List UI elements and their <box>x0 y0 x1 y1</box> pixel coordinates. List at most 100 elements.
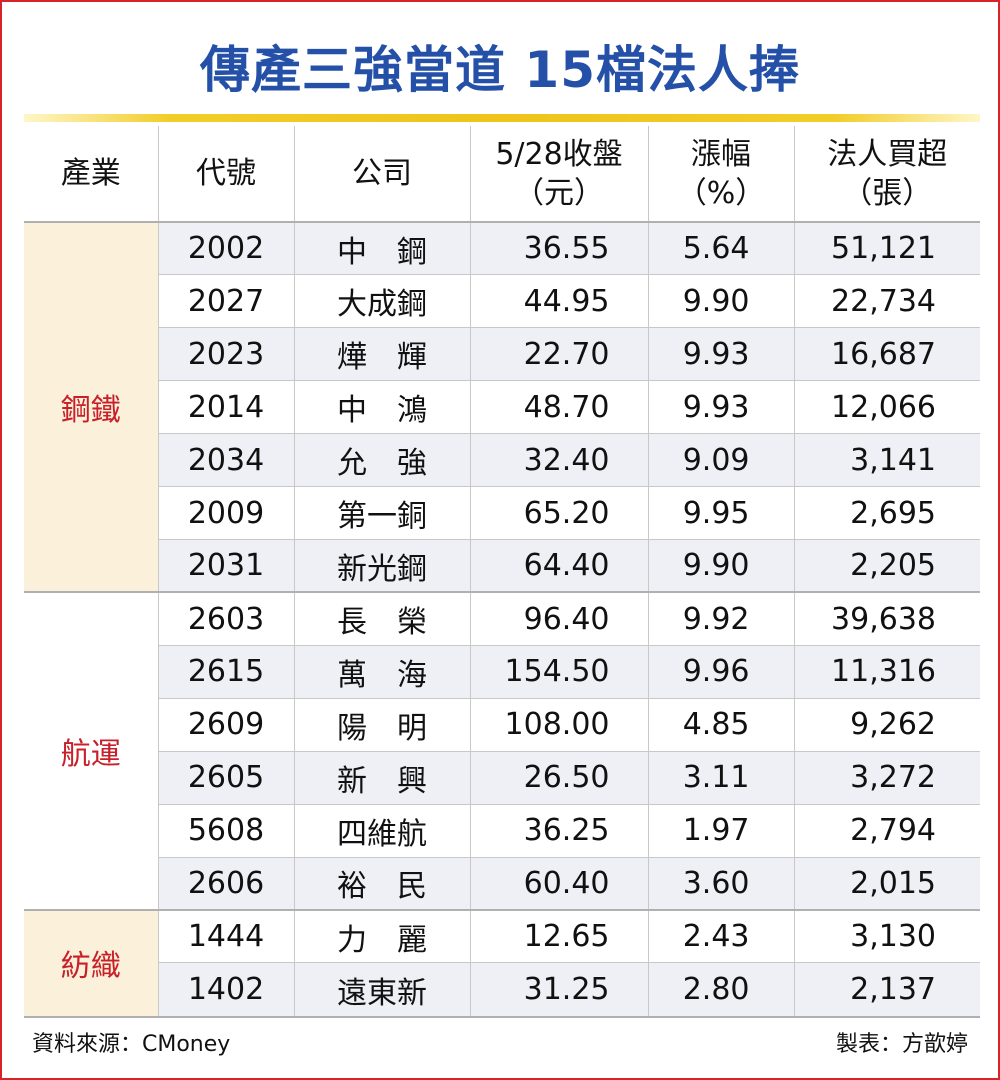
net-buy: 3,272 <box>793 750 980 805</box>
company-name: 力 麗 <box>293 908 470 963</box>
header-change-line1: 漲幅 <box>691 136 751 172</box>
change-pct: 9.09 <box>647 433 794 487</box>
credit-note: 製表：方歆婷 <box>835 1032 968 1057</box>
company-name: 四維航 <box>293 803 470 858</box>
table-row: 航運 2603 長 榮 96.40 9.92 39,638 <box>24 591 980 910</box>
header-change-pct: 漲幅 （%） <box>647 126 794 222</box>
close-price: 36.25 <box>469 803 648 858</box>
stock-code: 2615 <box>157 644 294 699</box>
stock-code: 2027 <box>157 274 294 328</box>
company-name: 第一銅 <box>293 486 470 540</box>
company-name: 遠東新 <box>293 962 470 1016</box>
net-buy: 39,638 <box>793 591 980 646</box>
close-price: 26.50 <box>469 750 648 805</box>
header-buy-line2: （張） <box>842 175 933 211</box>
stock-code: 2605 <box>157 750 294 805</box>
change-pct: 4.85 <box>647 697 794 752</box>
change-pct: 9.93 <box>647 327 794 381</box>
close-price: 64.40 <box>469 539 648 593</box>
table-row: 2034 允 強 32.40 9.09 3,141 <box>24 433 980 487</box>
net-buy: 51,121 <box>793 221 980 275</box>
net-buy: 22,734 <box>793 274 980 328</box>
table-row: 紡織 1444 力 麗 12.65 2.43 3,130 <box>24 908 980 1016</box>
change-pct: 3.11 <box>647 750 794 805</box>
stock-code: 5608 <box>157 803 294 858</box>
company-name: 裕 民 <box>293 856 470 910</box>
net-buy: 2,015 <box>793 856 980 910</box>
stock-code: 2606 <box>157 856 294 910</box>
industry-label: 航運 <box>24 591 158 910</box>
change-pct: 9.90 <box>647 539 794 593</box>
company-name: 新光鋼 <box>293 539 470 593</box>
page-title: 傳產三強當道 15檔法人捧 <box>200 41 800 99</box>
table-body: 鋼鐵 2002 中 鋼 36.55 5.64 51,121 2027 大成鋼 44.95 9.90… <box>24 220 980 1016</box>
close-price: 65.20 <box>469 486 648 540</box>
net-buy: 2,695 <box>793 486 980 540</box>
company-name: 允 強 <box>293 433 470 487</box>
company-name: 中 鴻 <box>293 380 470 434</box>
net-buy: 16,687 <box>793 327 980 381</box>
stock-code: 2609 <box>157 697 294 752</box>
industry-label: 鋼鐵 <box>24 220 158 593</box>
close-price: 60.40 <box>469 856 648 910</box>
close-price: 22.70 <box>469 327 648 381</box>
stock-code: 2603 <box>157 591 294 646</box>
stock-code: 2009 <box>157 486 294 540</box>
stock-code: 2014 <box>157 380 294 434</box>
header-industry: 產業 <box>24 126 158 222</box>
table-row: 鋼鐵 2002 中 鋼 36.55 5.64 51,121 <box>24 220 980 593</box>
close-price: 31.25 <box>469 962 648 1016</box>
table-row: 2009 第一銅 65.20 9.95 2,695 <box>24 486 980 540</box>
net-buy: 3,141 <box>793 433 980 487</box>
change-pct: 5.64 <box>647 221 794 275</box>
close-price: 44.95 <box>469 274 648 328</box>
net-buy: 2,137 <box>793 962 980 1016</box>
table-row: 2031 新光鋼 64.40 9.90 2,205 <box>24 539 980 593</box>
change-pct: 9.95 <box>647 486 794 540</box>
change-pct: 2.43 <box>647 908 794 963</box>
company-name: 中 鋼 <box>293 221 470 275</box>
net-buy: 2,205 <box>793 539 980 593</box>
change-pct: 2.80 <box>647 962 794 1016</box>
close-price: 96.40 <box>469 591 648 646</box>
change-pct: 9.92 <box>647 591 794 646</box>
company-name: 長 榮 <box>293 591 470 646</box>
change-pct: 9.93 <box>647 380 794 434</box>
industry-label: 紡織 <box>24 908 158 1016</box>
company-name: 陽 明 <box>293 697 470 752</box>
change-pct: 3.60 <box>647 856 794 910</box>
stock-code: 2023 <box>157 327 294 381</box>
company-name: 萬 海 <box>293 644 470 699</box>
table-row: 2605 新 興 26.50 3.11 3,272 <box>24 750 980 805</box>
header-change-line2: （%） <box>676 175 766 211</box>
header-close-line1: 5/28收盤 <box>495 136 623 172</box>
close-price: 108.00 <box>469 697 648 752</box>
table-row: 2615 萬 海 154.50 9.96 11,316 <box>24 644 980 699</box>
header-code: 代號 <box>157 126 294 222</box>
net-buy: 2,794 <box>793 803 980 858</box>
table-row: 2014 中 鴻 48.70 9.93 12,066 <box>24 380 980 434</box>
net-buy: 3,130 <box>793 908 980 963</box>
table-row: 1402 遠東新 31.25 2.80 2,137 <box>24 962 980 1016</box>
close-price: 32.40 <box>469 433 648 487</box>
company-name: 大成鋼 <box>293 274 470 328</box>
table-row: 2023 燁 輝 22.70 9.93 16,687 <box>24 327 980 381</box>
net-buy: 11,316 <box>793 644 980 699</box>
table-row: 2606 裕 民 60.40 3.60 2,015 <box>24 856 980 910</box>
stock-code: 1402 <box>157 962 294 1016</box>
change-pct: 1.97 <box>647 803 794 858</box>
stock-code: 1444 <box>157 908 294 963</box>
source-note: 資料來源：CMoney <box>32 1032 231 1057</box>
table-row: 5608 四維航 36.25 1.97 2,794 <box>24 803 980 858</box>
change-pct: 9.96 <box>647 644 794 699</box>
header-net-buy: 法人買超 （張） <box>793 126 980 222</box>
header-buy-line1: 法人買超 <box>827 136 948 172</box>
close-price: 154.50 <box>469 644 648 699</box>
table-row: 2027 大成鋼 44.95 9.90 22,734 <box>24 274 980 328</box>
table-bottom-rule <box>24 1016 980 1018</box>
stock-code: 2034 <box>157 433 294 487</box>
close-price: 48.70 <box>469 380 648 434</box>
header-close-line2: （元） <box>514 175 604 211</box>
table-row: 2609 陽 明 108.00 4.85 9,262 <box>24 697 980 752</box>
